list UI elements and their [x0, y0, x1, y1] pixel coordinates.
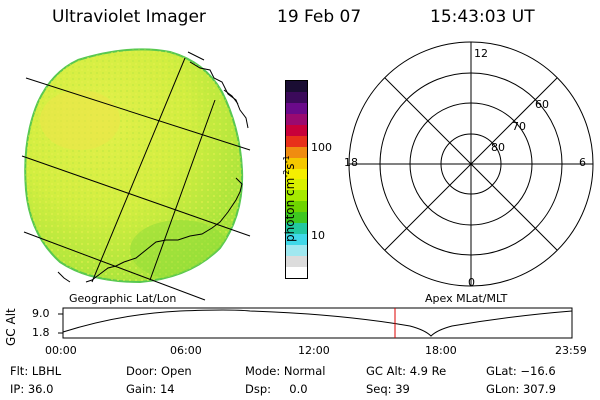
- colorbar-segment: [286, 146, 307, 158]
- colorbar-segment: [286, 245, 307, 256]
- coastline: [57, 51, 249, 283]
- date-label: 19 Feb 07: [277, 7, 362, 27]
- info-dsp: Dsp: 0.0: [245, 382, 308, 396]
- colorbar-segment: [286, 124, 307, 136]
- colorbar-segment: [286, 81, 307, 92]
- x-tick-1200: 12:00: [298, 344, 330, 357]
- colorbar-tick-10: 10: [311, 229, 325, 242]
- info-mode: Mode: Normal: [245, 364, 326, 378]
- colorbar: [285, 80, 308, 279]
- colorbar-segment: [286, 223, 307, 235]
- mlt-18: 18: [344, 156, 358, 169]
- colorbar-segment: [286, 113, 307, 125]
- instrument-title: Ultraviolet Imager: [52, 7, 206, 27]
- altitude-y-bottom: 1.8: [32, 326, 50, 339]
- apex-label: Apex MLat/MLT: [425, 292, 508, 305]
- time-label: 15:43:03 UT: [430, 7, 535, 27]
- x-tick-0000: 00:00: [45, 344, 77, 357]
- colorbar-segment: [286, 157, 307, 169]
- x-tick-0600: 06:00: [170, 344, 202, 357]
- colorbar-tick-100: 100: [311, 141, 332, 154]
- info-filter: Flt: LBHL: [10, 364, 62, 378]
- x-tick-1800: 18:00: [425, 344, 457, 357]
- info-gain: Gain: 14: [126, 382, 175, 396]
- mlat-80: 80: [491, 141, 505, 154]
- info-gc-alt: GC Alt: 4.9 Re: [366, 364, 447, 378]
- colorbar-segment: [286, 179, 307, 191]
- colorbar-segment: [286, 168, 307, 180]
- geographic-label: Geographic Lat/Lon: [69, 292, 177, 305]
- colorbar-segment: [286, 102, 307, 114]
- info-glat: GLat: −16.6: [486, 364, 556, 378]
- colorbar-segment: [286, 234, 307, 246]
- altitude-ylabel: GC Alt: [4, 308, 18, 346]
- altitude-y-top: 9.0: [32, 307, 50, 320]
- x-tick-2359: 23:59: [555, 344, 587, 357]
- colorbar-segment: [286, 91, 307, 103]
- colorbar-segment: [286, 212, 307, 224]
- colorbar-segment: [286, 256, 307, 267]
- altitude-curve: [62, 309, 573, 337]
- colorbar-segment: [286, 190, 307, 202]
- mlt-6: 6: [579, 156, 586, 169]
- mlt-12: 12: [474, 47, 488, 60]
- mlat-70: 70: [512, 120, 526, 133]
- colorbar-segment: [286, 201, 307, 213]
- colorbar-segment: [286, 135, 307, 147]
- info-door: Door: Open: [126, 364, 192, 378]
- info-ip: IP: 36.0: [10, 382, 54, 396]
- mlt-0: 0: [468, 276, 475, 289]
- colorbar-segment: [286, 266, 307, 278]
- mlat-60: 60: [535, 98, 549, 111]
- info-glon: GLon: 307.9: [486, 382, 556, 396]
- info-seq: Seq: 39: [366, 382, 410, 396]
